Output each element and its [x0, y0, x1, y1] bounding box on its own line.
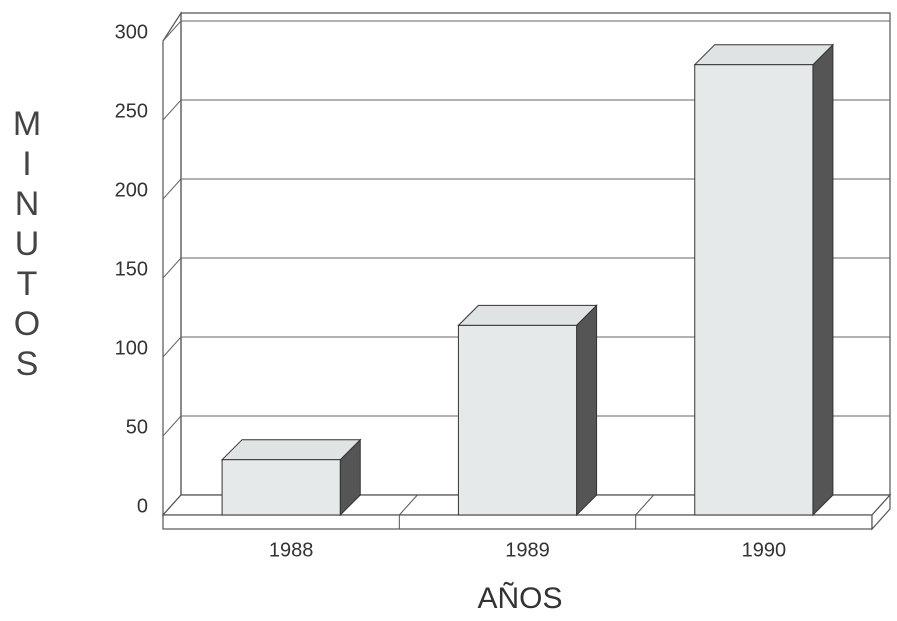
- y-tick-label: 200: [115, 179, 148, 201]
- floor-divider: [398, 494, 418, 516]
- x-tick-label: 1989: [505, 539, 550, 561]
- y-tick-label: 100: [115, 337, 148, 359]
- x-axis-title: AÑOS: [477, 581, 562, 615]
- x-tick-label: 1988: [269, 539, 314, 561]
- side-grid-line: [162, 257, 182, 279]
- bar: [694, 64, 814, 516]
- bar-side: [812, 43, 834, 517]
- bar: [221, 459, 341, 516]
- side-grid-line: [162, 336, 182, 358]
- floor-side: [871, 493, 891, 531]
- x-tick-label: 1990: [742, 539, 787, 561]
- bar-top: [693, 44, 835, 66]
- floor-divider: [635, 494, 655, 516]
- bar-top: [457, 304, 598, 326]
- y-tick-label: 50: [126, 416, 148, 438]
- floor-front: [162, 514, 873, 530]
- side-grid-line: [162, 99, 182, 121]
- y-tick-label: 250: [115, 100, 148, 122]
- y-axis-title: MINUTOS: [8, 105, 46, 385]
- left-wall: [162, 10, 182, 517]
- y-tick-label: 0: [137, 495, 148, 517]
- y-tick-label: 300: [115, 21, 148, 43]
- bar: [457, 324, 578, 516]
- side-grid-line: [162, 415, 182, 437]
- bar-side: [576, 304, 598, 517]
- side-grid-line: [162, 178, 182, 200]
- y-tick-label: 150: [115, 258, 148, 280]
- bar-top: [220, 439, 362, 461]
- side-grid-line: [162, 20, 182, 42]
